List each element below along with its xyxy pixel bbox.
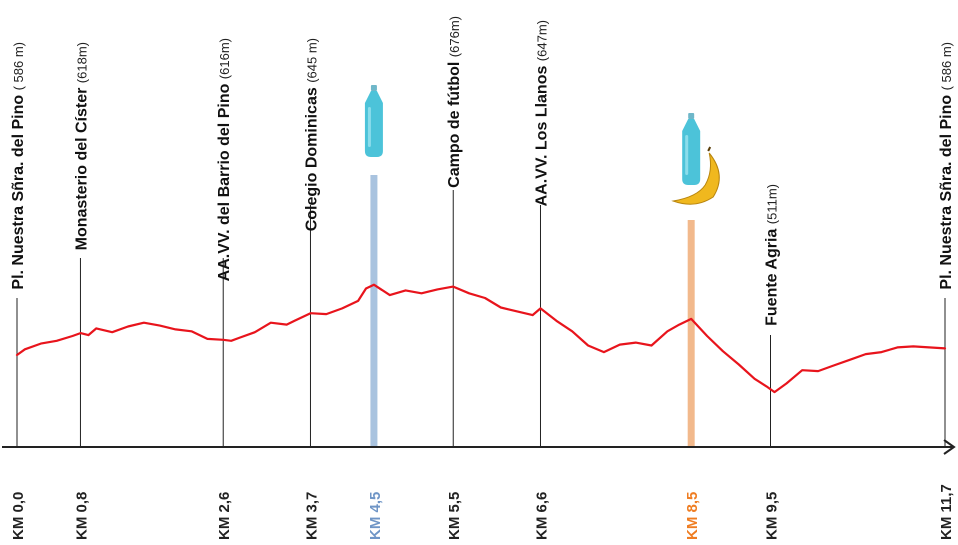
- km-label: KM 8,5: [684, 492, 701, 540]
- elevation-line: [15, 283, 947, 394]
- aid-stations: [370, 175, 695, 447]
- place-altitude: ( 586 m): [11, 42, 26, 90]
- place-label: Fuente Agria (511m): [764, 184, 781, 326]
- place-annotations: Pl. Nuestra Sñra. del Pino ( 586 m) Monas…: [10, 16, 955, 326]
- banana-icon: [671, 146, 720, 205]
- place-name: Campo de fútbol: [446, 57, 463, 188]
- km-label: KM 5,5: [446, 492, 463, 540]
- water-bottle-icon: [682, 113, 701, 185]
- km-label: KM 3,7: [303, 492, 320, 540]
- marker-lines: [16, 190, 946, 447]
- km-value: 9,5: [764, 492, 781, 513]
- x-axis-arrow: [943, 439, 956, 455]
- place-label: Pl. Nuestra Sñra. del Pino ( 586 m): [10, 42, 27, 290]
- km-value: 8,5: [684, 492, 701, 513]
- km-label: KM 0,0: [10, 492, 27, 540]
- km-label: KM 6,6: [533, 492, 550, 540]
- km-value: 6,6: [533, 492, 550, 513]
- km-unit: KM: [216, 513, 233, 541]
- place-altitude: (647m): [534, 20, 549, 61]
- km-label: KM 0,8: [73, 492, 90, 540]
- km-unit: KM: [10, 513, 27, 541]
- km-value: 2,6: [216, 492, 233, 513]
- place-altitude: ( 586 m): [939, 42, 954, 90]
- aid-station-bar: [687, 220, 695, 447]
- station-icons: [364, 85, 720, 205]
- km-value: 11,7: [938, 484, 955, 512]
- km-unit: KM: [684, 513, 701, 541]
- x-axis: [2, 439, 956, 455]
- km-unit: KM: [446, 513, 463, 541]
- km-unit: KM: [303, 513, 320, 541]
- water-bottle-icon: [364, 85, 383, 157]
- km-value: 0,0: [10, 492, 27, 513]
- place-label: Pl. Nuestra Sñra. del Pino ( 586 m): [938, 42, 955, 290]
- km-label: KM 11,7: [938, 484, 955, 540]
- place-altitude: (616m): [217, 38, 232, 79]
- km-value: 5,5: [446, 492, 463, 513]
- place-name: Monasterio del Císter: [73, 83, 90, 250]
- place-label: Monasterio del Císter (618m): [73, 42, 90, 250]
- place-label: AA.VV. del Barrio del Pino (616m): [216, 38, 233, 281]
- place-name: Pl. Nuestra Sñra. del Pino: [938, 90, 955, 289]
- km-label: KM 4,5: [367, 492, 384, 540]
- km-value: 0,8: [73, 492, 90, 513]
- place-altitude: (676m): [447, 16, 462, 57]
- place-name: Pl. Nuestra Sñra. del Pino: [10, 90, 27, 289]
- km-unit: KM: [533, 513, 550, 541]
- place-label: AA.VV. Los Llanos (647m): [533, 20, 550, 206]
- km-unit: KM: [938, 513, 955, 541]
- place-name: Fuente Agria: [764, 224, 781, 326]
- km-unit: KM: [367, 513, 384, 541]
- place-label: Colegio Dominicas (645 m): [303, 38, 320, 231]
- place-name: AA.VV. Los Llanos: [533, 61, 550, 206]
- km-unit: KM: [73, 513, 90, 541]
- km-value: 3,7: [303, 492, 320, 513]
- km-label: KM 9,5: [764, 492, 781, 540]
- place-name: Colegio Dominicas: [303, 83, 320, 231]
- elevation-series: [15, 283, 947, 394]
- km-value: 4,5: [367, 492, 384, 513]
- place-altitude: (618m): [74, 42, 89, 83]
- aid-station-bar: [370, 175, 378, 447]
- place-name: AA.VV. del Barrio del Pino: [216, 79, 233, 281]
- km-unit: KM: [764, 513, 781, 541]
- place-label: Campo de fútbol (676m): [446, 16, 463, 188]
- place-altitude: (645 m): [304, 38, 319, 83]
- place-altitude: (511m): [765, 184, 780, 224]
- km-tick-labels: KM 0,0KM 0,8KM 2,6KM 3,7KM 5,5KM 6,6KM 9…: [10, 484, 955, 540]
- km-label: KM 2,6: [216, 492, 233, 540]
